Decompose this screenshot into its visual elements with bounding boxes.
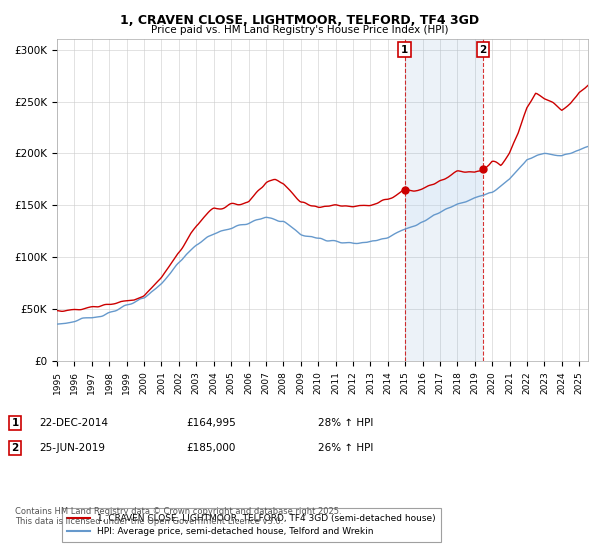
Text: 2: 2 <box>11 443 19 453</box>
Point <box>400 185 409 194</box>
Text: Price paid vs. HM Land Registry's House Price Index (HPI): Price paid vs. HM Land Registry's House … <box>151 25 449 35</box>
Text: 2: 2 <box>479 45 487 54</box>
Text: 25-JUN-2019: 25-JUN-2019 <box>39 443 105 453</box>
Text: £164,995: £164,995 <box>186 418 236 428</box>
Legend: 1, CRAVEN CLOSE, LIGHTMOOR, TELFORD, TF4 3GD (semi-detached house), HPI: Average: 1, CRAVEN CLOSE, LIGHTMOOR, TELFORD, TF4… <box>62 508 441 542</box>
Text: £185,000: £185,000 <box>186 443 235 453</box>
Text: 26% ↑ HPI: 26% ↑ HPI <box>318 443 373 453</box>
Text: 22-DEC-2014: 22-DEC-2014 <box>39 418 108 428</box>
Text: Contains HM Land Registry data © Crown copyright and database right 2025.
This d: Contains HM Land Registry data © Crown c… <box>15 507 341 526</box>
Text: 28% ↑ HPI: 28% ↑ HPI <box>318 418 373 428</box>
Point <box>478 165 488 174</box>
Text: 1, CRAVEN CLOSE, LIGHTMOOR, TELFORD, TF4 3GD: 1, CRAVEN CLOSE, LIGHTMOOR, TELFORD, TF4… <box>121 14 479 27</box>
Text: 1: 1 <box>11 418 19 428</box>
Text: 1: 1 <box>401 45 408 54</box>
